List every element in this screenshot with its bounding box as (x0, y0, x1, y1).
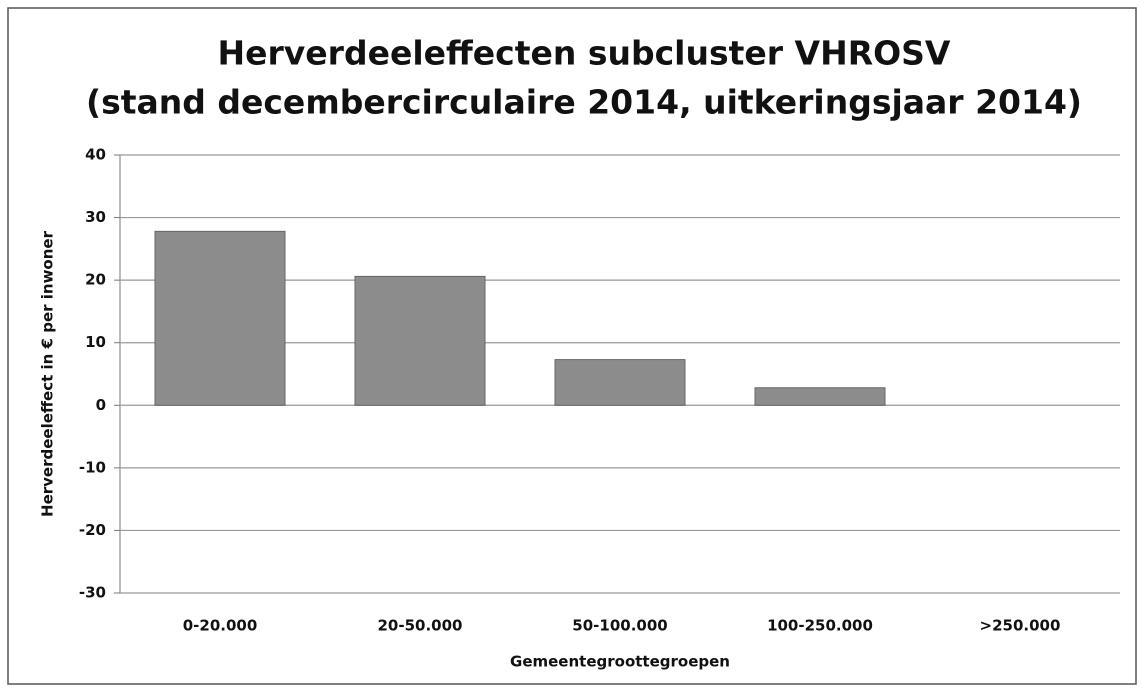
bar (154, 230, 286, 406)
x-axis-label: Gemeentegroottegroepen (510, 653, 730, 671)
x-tick-label: 20-50.000 (378, 617, 463, 635)
x-tick-label: >250.000 (980, 617, 1061, 635)
bar (754, 387, 886, 406)
y-tick-label: 10 (85, 333, 106, 351)
y-tick-label: 0 (96, 396, 106, 414)
bar (354, 275, 486, 406)
y-axis-label: Herverdeeleffect in € per inwoner (39, 230, 57, 517)
y-tick-label: 30 (85, 208, 106, 226)
y-tick-label: -10 (79, 458, 106, 476)
x-tick-label: 50-100.000 (572, 617, 667, 635)
chart-title: (stand decembercirculaire 2014, uitkerin… (86, 83, 1082, 122)
chart-title: Herverdeeleffecten subcluster VHROSV (218, 34, 951, 73)
y-tick-label: -20 (79, 521, 106, 539)
y-tick-label: 20 (85, 271, 106, 289)
bar (554, 359, 686, 406)
x-tick-label: 0-20.000 (183, 617, 258, 635)
y-tick-label: -30 (79, 584, 106, 602)
y-tick-label: 40 (85, 146, 106, 164)
x-tick-label: 100-250.000 (767, 617, 873, 635)
